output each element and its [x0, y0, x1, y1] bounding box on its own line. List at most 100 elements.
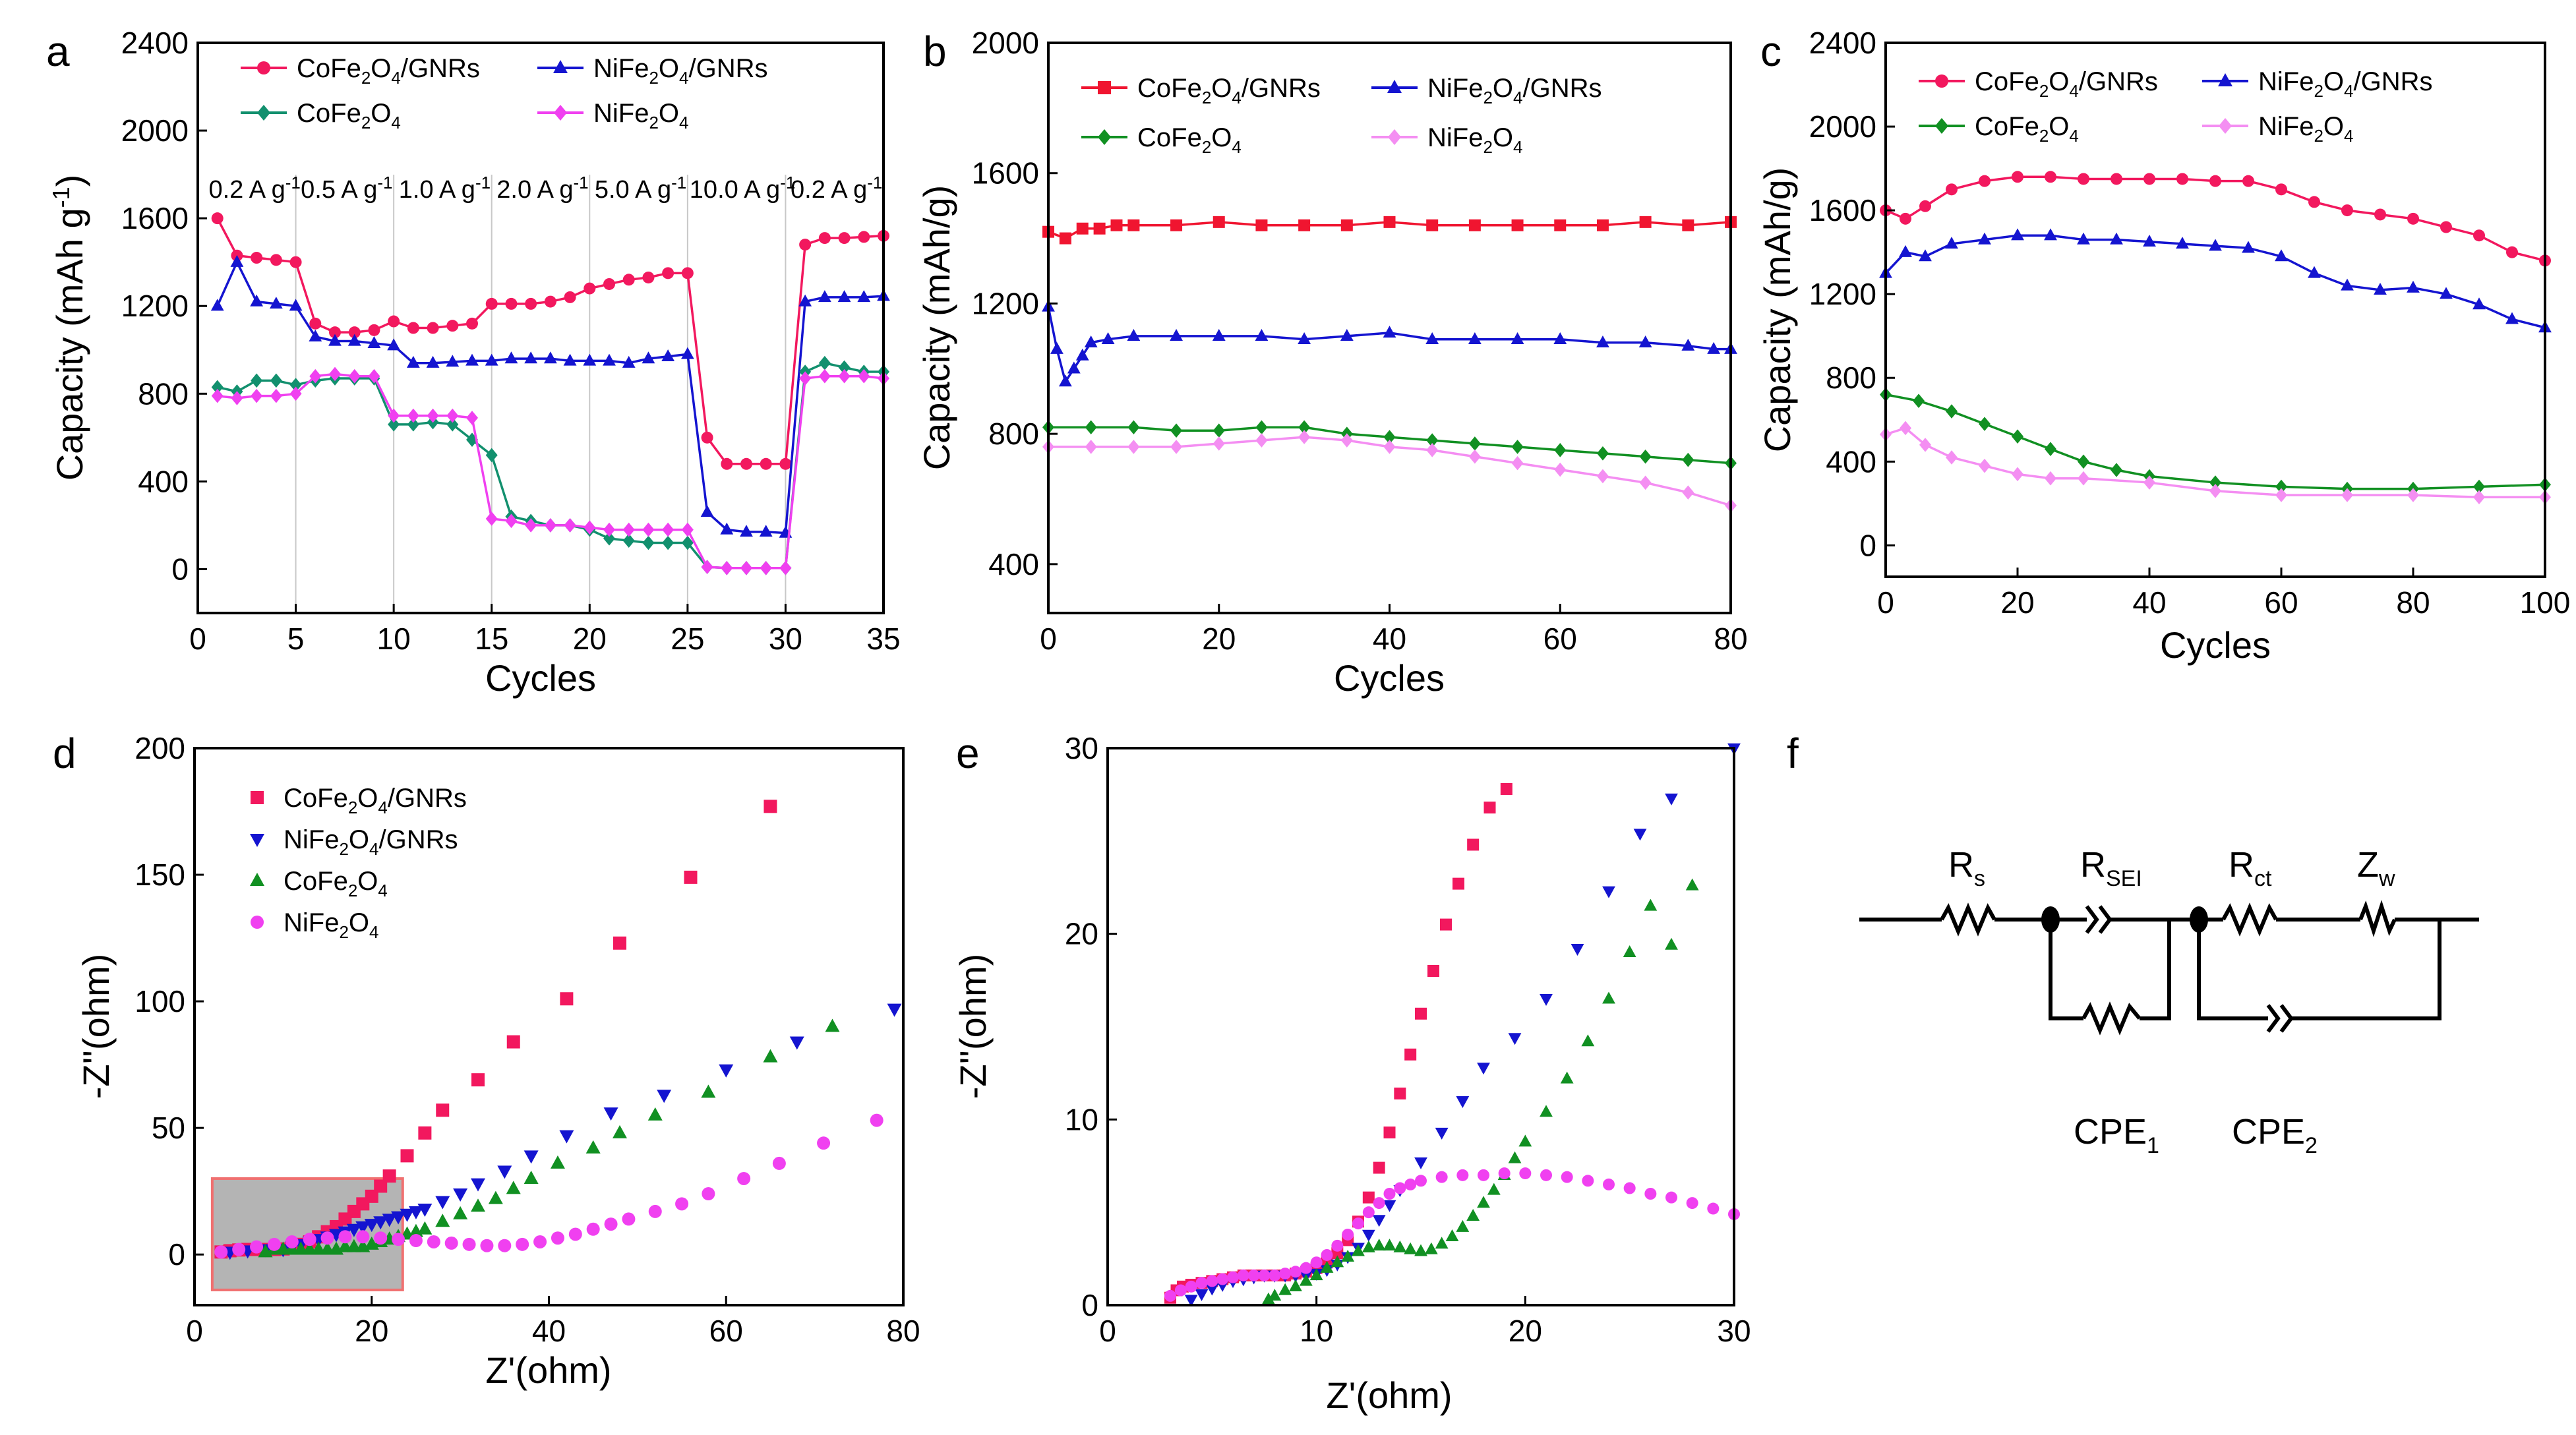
data-point	[2472, 297, 2486, 310]
data-point	[1414, 1157, 1427, 1169]
rate-label: 5.0 A g-1	[595, 173, 686, 204]
data-point	[584, 282, 596, 295]
data-point	[817, 1136, 831, 1150]
data-point	[485, 297, 498, 310]
x-tick-label: 60	[2264, 585, 2298, 620]
data-point	[684, 870, 698, 884]
data-point	[2407, 212, 2419, 225]
data-point	[2242, 175, 2254, 187]
data-point	[400, 1208, 415, 1222]
data-point	[642, 535, 655, 550]
data-point	[269, 297, 283, 309]
data-point	[799, 371, 812, 386]
data-point	[2473, 490, 2485, 505]
data-point	[818, 232, 831, 245]
data-point	[2374, 283, 2387, 295]
data-point	[1058, 374, 1072, 387]
data-point	[1467, 838, 1480, 851]
series-NiFe2O4	[211, 366, 889, 575]
data-point	[760, 457, 772, 470]
data-point	[1665, 1191, 1677, 1204]
data-point	[525, 518, 537, 533]
data-point	[1352, 1217, 1364, 1230]
data-point	[485, 512, 498, 526]
data-point	[2176, 173, 2188, 185]
plot-frame-c	[1884, 42, 2546, 578]
data-point	[1373, 1197, 1385, 1210]
data-point	[779, 560, 792, 575]
data-point	[622, 355, 636, 368]
legend-label: NiFe2O4	[593, 99, 689, 132]
y-tick-label: 30	[1065, 731, 1098, 765]
x-tick-label: 0	[1040, 622, 1057, 656]
panel-label-e: e	[956, 730, 980, 777]
data-point	[338, 1230, 352, 1244]
data-point	[662, 522, 674, 537]
data-point	[1478, 1169, 1489, 1181]
y-tick-label: 2400	[1809, 26, 1876, 60]
y-tick-label: 100	[135, 984, 185, 1018]
data-point	[720, 522, 734, 535]
data-point	[1195, 1289, 1209, 1301]
chart-panel-c: 0 20 40 60 80 100 0 400 800 1200 1600 2000 2400 Cycl…	[1756, 26, 2570, 666]
y-tick-label: 1600	[972, 156, 1039, 190]
x-tick-label: 35	[866, 622, 900, 656]
label-zw: Zw	[2357, 845, 2395, 891]
data-point	[740, 560, 752, 575]
data-point	[1426, 219, 1439, 231]
x-axis-label-a: Cycles	[485, 657, 596, 699]
data-point	[407, 408, 419, 423]
data-point	[1127, 219, 1140, 231]
y-tick-label: 400	[988, 547, 1039, 581]
data-point	[505, 513, 518, 529]
legend-entry: CoFe2O4	[1919, 112, 2079, 146]
data-point	[2111, 173, 2122, 185]
legend-marker	[250, 834, 264, 847]
data-point	[798, 294, 812, 307]
data-point	[465, 353, 479, 366]
data-point	[779, 457, 792, 470]
data-point	[1342, 1228, 1354, 1241]
data-point	[1511, 440, 1524, 454]
data-point	[1440, 918, 1452, 931]
data-point	[1184, 1295, 1198, 1307]
x-tick-label: 80	[2396, 585, 2430, 620]
series-NiFe2O4/GNRs	[210, 254, 890, 538]
data-point	[382, 1214, 397, 1227]
legend-entry: NiFe2O4/GNRs	[1371, 74, 1602, 107]
data-point	[680, 347, 694, 359]
data-point	[230, 254, 244, 267]
circuit-wire-4	[2049, 920, 2083, 1020]
data-point	[1426, 443, 1439, 457]
data-point	[1299, 1274, 1313, 1286]
data-point	[1320, 1260, 1334, 1273]
legend-entry: NiFe2O4	[2202, 112, 2354, 146]
data-point	[642, 522, 655, 537]
data-point	[2341, 278, 2354, 291]
data-point	[533, 1235, 547, 1248]
data-point	[2143, 234, 2156, 247]
data-point	[2143, 475, 2155, 490]
data-point	[1298, 430, 1311, 444]
data-point	[1383, 1127, 1396, 1139]
data-point	[2045, 471, 2056, 486]
data-point	[1258, 1269, 1271, 1281]
panel-label-a: a	[46, 28, 70, 75]
legend-label: NiFe2O4/GNRs	[284, 825, 458, 859]
resistor-rsei	[2082, 1001, 2142, 1036]
data-point	[387, 338, 401, 351]
data-point	[1059, 232, 1071, 245]
data-point	[1289, 1279, 1302, 1292]
series-line	[1885, 175, 2546, 262]
data-point	[1633, 829, 1647, 841]
data-point	[417, 1221, 433, 1235]
data-point	[563, 353, 577, 366]
data-point	[1206, 1275, 1218, 1287]
legend-entry: NiFe2O4/GNRs	[250, 825, 458, 859]
x-tick-label: 40	[2132, 585, 2166, 620]
data-point	[1508, 1151, 1522, 1163]
data-point	[675, 1197, 689, 1211]
data-point	[544, 295, 556, 308]
data-point	[1300, 1262, 1312, 1274]
